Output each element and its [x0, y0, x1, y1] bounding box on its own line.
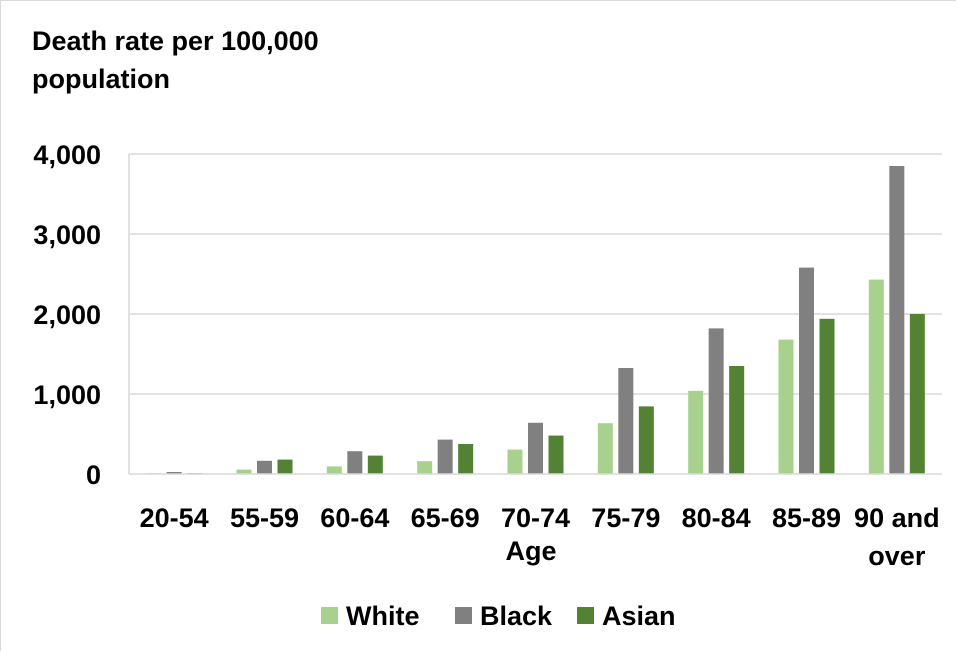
bar-black	[528, 422, 543, 474]
bar-white	[236, 469, 252, 474]
bar-white	[597, 423, 613, 474]
bar-asian	[909, 314, 925, 474]
bar-white	[778, 339, 794, 474]
bar-black	[437, 439, 453, 474]
x-tick-label: 75-79	[591, 503, 660, 533]
legend-swatch-white	[321, 607, 338, 624]
y-tick-label: 1,000	[33, 380, 101, 410]
bar-asian	[638, 406, 654, 474]
bar-white	[417, 461, 433, 474]
x-axis-label: Age	[505, 536, 556, 566]
x-tick-label: 20-54	[140, 503, 209, 533]
bar-white	[868, 279, 884, 474]
x-tick-label: over	[868, 541, 926, 571]
bar-black	[257, 460, 272, 474]
bar-asian	[548, 435, 564, 474]
bar-black	[889, 166, 905, 474]
y-axis-label-line-2: population	[32, 64, 170, 94]
legend-label-white: White	[346, 601, 420, 631]
x-tick-label: 80-84	[682, 503, 751, 533]
bar-white	[507, 449, 523, 474]
x-tick-label: 85-89	[772, 503, 841, 533]
legend-label-black: Black	[480, 601, 553, 631]
bar-asian	[819, 318, 835, 474]
bar-white	[688, 390, 704, 474]
bar-black	[166, 472, 182, 474]
x-tick-label: 65-69	[411, 503, 480, 533]
bar-black	[347, 451, 363, 474]
x-tick-label: 70-74	[501, 503, 570, 533]
y-tick-label: 2,000	[33, 300, 101, 330]
legend: White Black Asian	[321, 601, 676, 631]
y-tick-label: 0	[86, 460, 101, 490]
y-tick-label: 4,000	[33, 140, 101, 170]
y-axis-label-line-1: Death rate per 100,000	[32, 26, 319, 56]
bar-black	[708, 328, 724, 474]
legend-label-asian: Asian	[602, 601, 676, 631]
legend-swatch-asian	[577, 607, 594, 624]
bar-asian	[729, 366, 745, 474]
bar-asian	[277, 459, 293, 474]
x-tick-label: 55-59	[230, 503, 299, 533]
bar-black	[618, 368, 634, 474]
y-tick-label: 3,000	[33, 220, 101, 250]
bar-white	[326, 466, 342, 474]
x-axis-ticks: 20-54 55-59 60-64 65-69 70-74 75-79 80-84 85-89…	[140, 503, 940, 571]
legend-swatch-black	[455, 607, 472, 624]
bar-asian	[458, 444, 474, 474]
x-tick-label: 90 and	[854, 503, 940, 533]
bars	[146, 166, 925, 474]
x-tick-label: 60-64	[320, 503, 389, 533]
bar-asian	[367, 455, 383, 474]
bar-black	[799, 267, 814, 474]
y-axis-ticks: 0 1,000 2,000 3,000 4,000	[33, 140, 101, 490]
